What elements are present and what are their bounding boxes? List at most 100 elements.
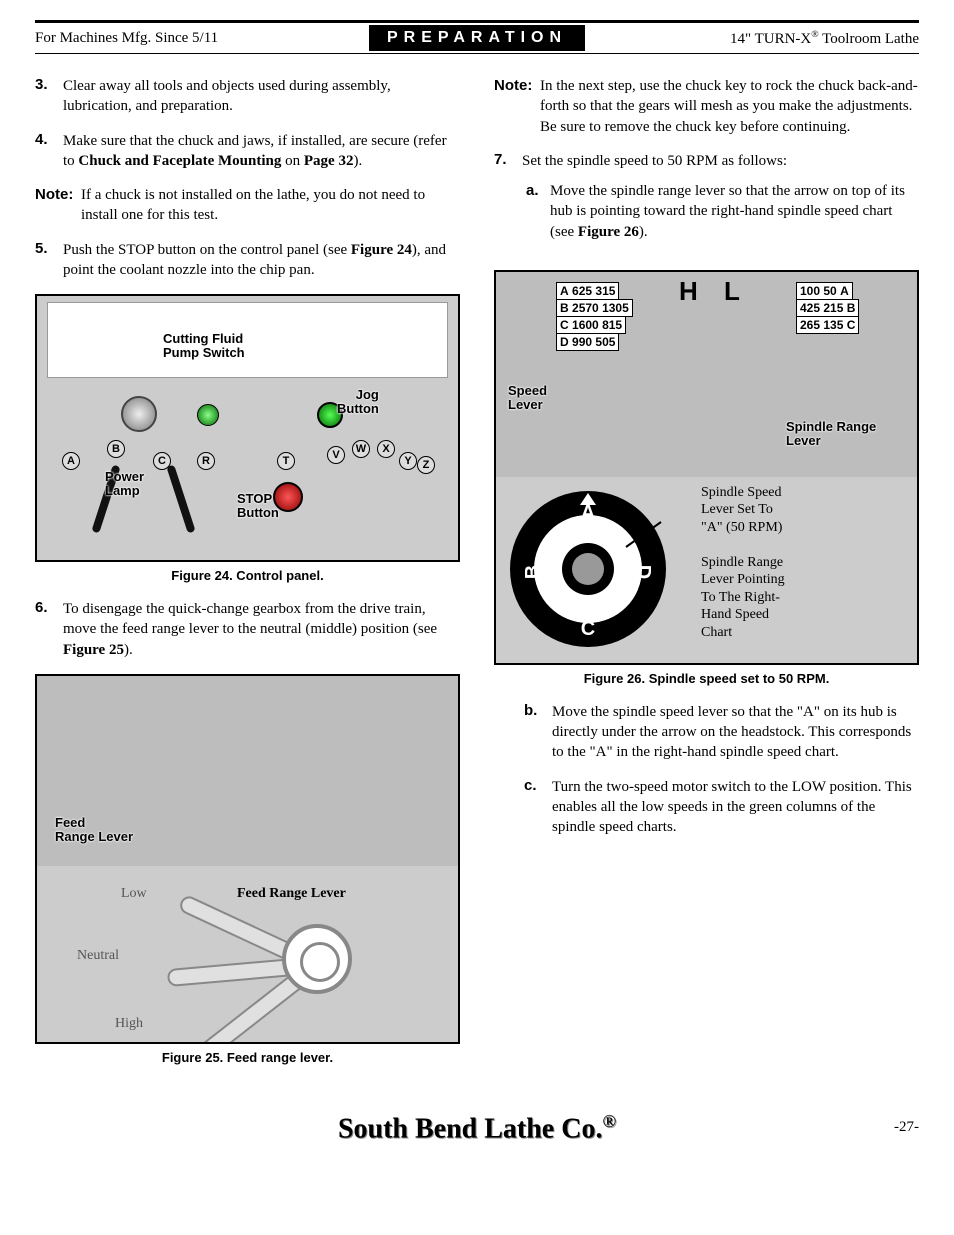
- figure-25: Feed Range Lever Low Feed Range Lever Ne…: [35, 674, 460, 1065]
- letter-a: A: [62, 452, 80, 470]
- substep-marker: b.: [524, 702, 552, 763]
- letter-r: R: [197, 452, 215, 470]
- step-marker: 6.: [35, 599, 63, 660]
- label-range-lever: Spindle Range Lever: [786, 420, 876, 449]
- chart-row: A 625 315: [556, 282, 619, 300]
- panel-backdrop: [47, 302, 448, 378]
- substep-marker: a.: [522, 181, 550, 242]
- step-body: Make sure that the chuck and jaws, if in…: [63, 131, 460, 172]
- text: ).: [639, 224, 648, 240]
- step-body: Clear away all tools and objects used du…: [63, 76, 460, 117]
- step-4: 4. Make sure that the chuck and jaws, if…: [35, 131, 460, 172]
- page-number: -27-: [894, 1119, 919, 1136]
- annotation-speed-lever: Spindle Speed Lever Set To "A" (50 RPM): [701, 484, 782, 537]
- chart-row: D 990 505: [556, 333, 619, 351]
- letter-w: W: [352, 440, 370, 458]
- figure-25-caption: Figure 25. Feed range lever.: [35, 1050, 460, 1065]
- ref-bold: Chuck and Faceplate Mounting: [78, 153, 281, 169]
- figure-24-image: Cutting Fluid Pump Switch Jog Button A B…: [35, 294, 460, 562]
- header-section-title: PREPARATION: [369, 25, 585, 51]
- registered-mark: ®: [602, 1111, 616, 1131]
- annotation-range-lever: Spindle Range Lever Pointing To The Righ…: [701, 554, 785, 642]
- dial-diagram: A B C D: [506, 487, 671, 652]
- label-feed-range-lever: Feed Range Lever: [237, 886, 346, 902]
- letter-x: X: [377, 440, 395, 458]
- note-label: Note:: [35, 185, 81, 226]
- right-column: Note: In the next step, use the chuck ke…: [494, 76, 919, 1081]
- lever-graphic: [166, 464, 195, 533]
- substep-body: Turn the two-speed motor switch to the L…: [552, 777, 919, 838]
- note-body: In the next step, use the chuck key to r…: [540, 76, 919, 137]
- note-chuck: Note: If a chuck is not installed on the…: [35, 185, 460, 226]
- ref-bold: Figure 24: [351, 242, 412, 258]
- label-power-lamp: Power Lamp: [105, 470, 144, 499]
- label-high: High: [115, 1016, 143, 1032]
- chart-row: 265 135 C: [796, 316, 859, 334]
- text: ).: [124, 642, 133, 658]
- text: Set the spindle speed to 50 RPM as follo…: [522, 153, 787, 169]
- letter-b: B: [107, 440, 125, 458]
- ref-bold: Page 32: [304, 153, 354, 169]
- text: In the next step, use the chuck key to r…: [540, 78, 918, 135]
- label-low: Low: [121, 886, 147, 902]
- step-7: 7. Set the spindle speed to 50 RPM as fo…: [494, 151, 919, 256]
- letter-t: T: [277, 452, 295, 470]
- page-header: For Machines Mfg. Since 5/11 PREPARATION…: [35, 20, 919, 54]
- step-marker: 4.: [35, 131, 63, 172]
- substep-body: Move the spindle range lever so that the…: [550, 181, 919, 242]
- brand-logo: South Bend Lathe Co.®: [338, 1111, 616, 1145]
- label-h: H: [679, 276, 698, 307]
- sub-step-list: a. Move the spindle range lever so that …: [522, 181, 919, 242]
- step-list-left-2: 5. Push the STOP button on the control p…: [35, 240, 460, 281]
- lamp: [197, 404, 219, 426]
- substep-a: a. Move the spindle range lever so that …: [522, 181, 919, 242]
- substep-marker: c.: [524, 777, 552, 838]
- header-right: 14" TURN-X® Toolroom Lathe: [585, 29, 919, 48]
- page-footer: South Bend Lathe Co.® -27-: [35, 1111, 919, 1145]
- ref-bold: Figure 26: [578, 224, 639, 240]
- note-chuck-key: Note: In the next step, use the chuck ke…: [494, 76, 919, 137]
- label-jog: Jog Button: [337, 388, 379, 417]
- letter-z: Z: [417, 456, 435, 474]
- content-columns: 3. Clear away all tools and objects used…: [35, 76, 919, 1081]
- step-6: 6. To disengage the quick-change gearbox…: [35, 599, 460, 660]
- chart-row: B 2570 1305: [556, 299, 633, 317]
- note-body: If a chuck is not installed on the lathe…: [81, 185, 460, 226]
- figure-26-image: H L A 625 315 B 2570 1305 C 1600 815 D 9…: [494, 270, 919, 665]
- lever-hub: [282, 924, 352, 994]
- svg-text:D: D: [632, 565, 654, 579]
- letter-v: V: [327, 446, 345, 464]
- header-machine: 14" TURN-X: [730, 31, 811, 47]
- header-left: For Machines Mfg. Since 5/11: [35, 30, 369, 47]
- ref-bold: Figure 25: [63, 642, 124, 658]
- note-label: Note:: [494, 76, 540, 137]
- step-body: Set the spindle speed to 50 RPM as follo…: [522, 151, 919, 256]
- registered-mark: ®: [811, 29, 818, 40]
- label-l: L: [724, 276, 740, 307]
- substep-c: c. Turn the two-speed motor switch to th…: [524, 777, 919, 838]
- substep-body: Move the spindle speed lever so that the…: [552, 702, 919, 763]
- label-speed-lever: Speed Lever: [508, 384, 547, 413]
- text: ).: [353, 153, 362, 169]
- step-marker: 7.: [494, 151, 522, 256]
- step-5: 5. Push the STOP button on the control p…: [35, 240, 460, 281]
- text: To disengage the quick-change gearbox fr…: [63, 601, 437, 637]
- knob: [121, 396, 157, 432]
- step-list-right: 7. Set the spindle speed to 50 RPM as fo…: [494, 151, 919, 256]
- label-cutting-fluid: Cutting Fluid Pump Switch: [163, 332, 245, 361]
- text: on: [281, 153, 304, 169]
- step-body: Push the STOP button on the control pane…: [63, 240, 460, 281]
- figure-25-image: Feed Range Lever Low Feed Range Lever Ne…: [35, 674, 460, 1044]
- figure-26: H L A 625 315 B 2570 1305 C 1600 815 D 9…: [494, 270, 919, 686]
- substep-b: b. Move the spindle speed lever so that …: [524, 702, 919, 763]
- step-list-left: 3. Clear away all tools and objects used…: [35, 76, 460, 171]
- step-marker: 3.: [35, 76, 63, 117]
- figure-24: Cutting Fluid Pump Switch Jog Button A B…: [35, 294, 460, 583]
- label-stop: STOP Button: [237, 492, 279, 521]
- step-list-left-3: 6. To disengage the quick-change gearbox…: [35, 599, 460, 660]
- sub-step-list-bc: b. Move the spindle speed lever so that …: [494, 702, 919, 838]
- chart-row: C 1600 815: [556, 316, 626, 334]
- left-column: 3. Clear away all tools and objects used…: [35, 76, 460, 1081]
- label-neutral: Neutral: [77, 948, 119, 964]
- svg-text:A: A: [581, 502, 595, 524]
